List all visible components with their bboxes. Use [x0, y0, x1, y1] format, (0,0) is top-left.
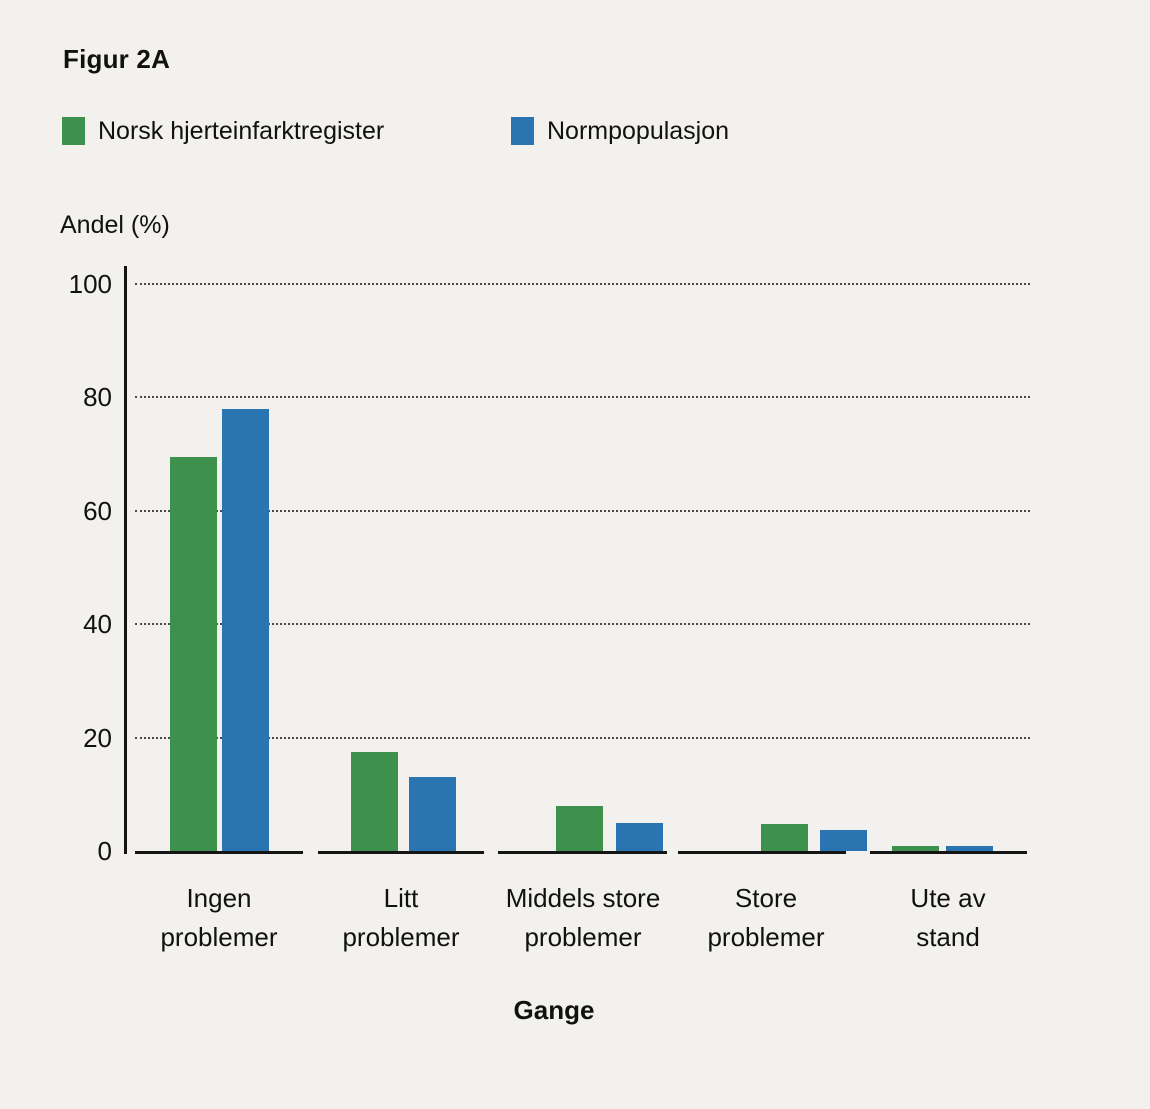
x-category-label-1: Ingen problemer — [160, 883, 278, 952]
bar-middels-store-problemer-register — [556, 806, 603, 851]
x-axis-segment-2 — [318, 851, 484, 854]
x-axis-segment-1 — [135, 851, 303, 854]
legend-swatch-green — [62, 117, 85, 145]
legend-item-register: Norsk hjerteinfarktregister — [62, 116, 384, 146]
bar-litt-problemer-register — [351, 752, 398, 851]
y-tick-100: 100 — [68, 269, 112, 299]
y-axis-title: Andel (%) — [60, 211, 170, 239]
bar-ingen-problemer-norm — [222, 409, 269, 851]
bar-ute-av-stand-norm — [946, 846, 993, 851]
bar-store-problemer-register — [761, 824, 808, 851]
bar-ute-av-stand-register — [892, 846, 939, 851]
y-tick-60: 60 — [83, 495, 112, 526]
bar-ingen-problemer-register — [170, 457, 217, 851]
legend-item-normpopulation: Normpopulasjon — [511, 116, 729, 146]
x-axis-title: Gange — [513, 995, 595, 1025]
bar-store-problemer-norm — [820, 830, 867, 851]
y-tick-40: 40 — [83, 609, 112, 640]
x-category-label-2: Litt problemer — [342, 883, 460, 952]
x-axis-segment-5 — [870, 851, 1027, 854]
gridline-80 — [135, 396, 1030, 399]
gridline-60 — [135, 509, 1030, 512]
y-axis-line — [124, 266, 127, 854]
y-tick-80: 80 — [83, 382, 112, 413]
x-axis-segment-4 — [678, 851, 846, 854]
bar-litt-problemer-norm — [409, 777, 456, 851]
legend-label-register: Norsk hjerteinfarktregister — [98, 116, 385, 145]
bar-middels-store-problemer-norm — [616, 823, 663, 851]
y-tick-20: 20 — [83, 722, 112, 753]
x-category-label-3: Middels store problemer — [505, 883, 661, 952]
gridline-100 — [135, 283, 1030, 285]
gridline-40 — [135, 623, 1030, 626]
x-axis-segment-3 — [498, 851, 667, 854]
gridline-20 — [135, 736, 1030, 739]
x-category-label-5: Ute av stand — [910, 883, 986, 952]
y-tick-0: 0 — [97, 836, 112, 866]
legend-label-normpopulation: Normpopulasjon — [547, 116, 730, 145]
legend-swatch-blue — [511, 117, 534, 145]
figure-title: Figur 2A — [63, 44, 171, 74]
x-category-label-4: Store problemer — [707, 883, 825, 952]
